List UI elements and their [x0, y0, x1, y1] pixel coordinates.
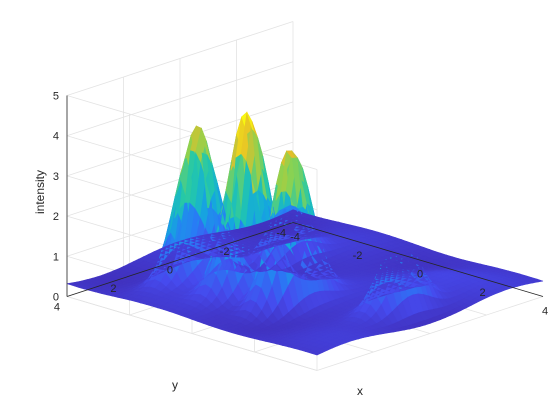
z-tick-label: 5 — [53, 91, 59, 103]
x-tick-label: 2 — [479, 287, 485, 299]
x-axis-label: x — [357, 384, 363, 398]
y-tick-label: 4 — [54, 302, 60, 314]
y-axis-line — [66, 222, 294, 297]
wall-grid-line — [66, 61, 294, 137]
z-tick-label: 1 — [53, 251, 59, 263]
surface-patch — [532, 278, 544, 283]
x-tick-label: 4 — [542, 306, 548, 318]
wall-grid-line — [66, 95, 318, 170]
y-tick-label: 2 — [110, 283, 116, 295]
x-tick-label: -4 — [290, 232, 300, 244]
wall-grid-line — [66, 296, 318, 371]
y-tick-label: 0 — [167, 265, 173, 277]
axes — [66, 95, 544, 297]
y-axis-label: y — [172, 378, 178, 392]
x-tick-label: 0 — [417, 269, 423, 281]
z-axis-label: intensity — [33, 170, 47, 214]
y-tick-label: -4 — [276, 228, 286, 240]
z-tick-label: 3 — [53, 171, 59, 183]
y-tick-label: -2 — [220, 246, 230, 258]
z-tick-label: 4 — [53, 131, 59, 143]
x-tick-label: -2 — [353, 250, 363, 262]
surface — [66, 111, 544, 356]
wall-grid-line — [66, 21, 294, 96]
z-tick-label: 0 — [53, 292, 59, 304]
x-axis-line — [292, 222, 544, 297]
wall-grid-line — [66, 101, 294, 177]
z-tick-label: 2 — [53, 211, 59, 223]
